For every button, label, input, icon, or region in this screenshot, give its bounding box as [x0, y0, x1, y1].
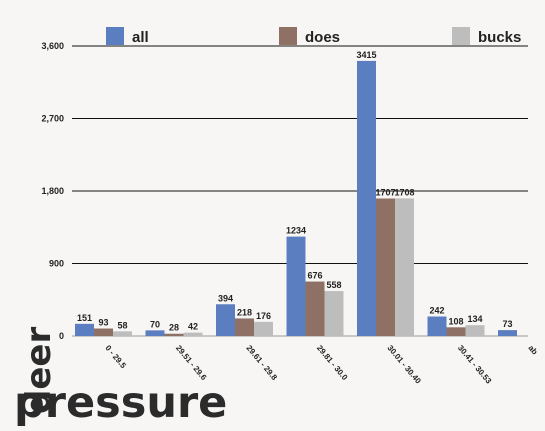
bar-does	[94, 328, 113, 336]
data-label: 1707	[375, 187, 395, 197]
bar-all	[498, 330, 517, 336]
bar-does	[235, 318, 254, 336]
bar-all	[75, 323, 94, 336]
data-label: 1234	[286, 226, 306, 236]
x-tick-label: 0 - 29.5	[103, 344, 128, 371]
data-label: 93	[98, 318, 108, 328]
bar-does	[164, 333, 184, 336]
x-tick-label: ab	[526, 344, 539, 357]
bar-bucks	[324, 291, 344, 336]
data-label: 134	[467, 314, 482, 324]
legend-swatch-does	[279, 27, 297, 45]
y-tick-label: 2,700	[41, 114, 64, 124]
data-label: 28	[169, 323, 179, 333]
bar-all	[427, 316, 447, 336]
bar-all	[286, 236, 306, 336]
legend-swatch-bucks	[452, 27, 470, 45]
data-label: 242	[429, 306, 444, 316]
bar-bucks	[465, 325, 485, 336]
bar-bucks	[183, 332, 203, 336]
deer-word: deer	[19, 327, 59, 414]
bar-bucks	[395, 198, 414, 336]
data-label: 218	[237, 307, 252, 317]
data-label: 1708	[394, 187, 414, 197]
legend-label-bucks: bucks	[478, 29, 521, 46]
data-label: 70	[150, 319, 160, 329]
bar-all	[357, 60, 376, 337]
y-tick-label: 0	[59, 331, 64, 341]
bar-does	[305, 281, 325, 336]
y-tick-label: 900	[49, 259, 64, 269]
data-label: 394	[218, 293, 233, 303]
bar-bucks	[113, 331, 132, 336]
data-label: 558	[326, 280, 341, 290]
data-label: 676	[307, 271, 322, 281]
bar-does	[446, 327, 466, 336]
data-label: 108	[448, 316, 463, 326]
pressure-word: pressure	[14, 378, 227, 428]
data-label: 42	[188, 322, 198, 332]
x-tick-label: 30.01 - 30.40	[385, 344, 423, 386]
bar-all	[145, 330, 165, 336]
y-tick-label: 1,800	[41, 186, 64, 196]
legend-swatch-all	[106, 27, 124, 45]
data-label: 176	[256, 311, 271, 321]
data-label: 3415	[356, 50, 376, 60]
bar-all	[216, 304, 235, 336]
bar-bucks	[254, 321, 273, 336]
x-tick-label: 30.41 - 30.53	[456, 344, 494, 386]
x-tick-label: 29.61 - 29.8	[244, 344, 279, 383]
x-tick-label: 29.81 - 30.0	[315, 344, 350, 383]
data-label: 151	[77, 313, 92, 323]
bar-does	[376, 198, 395, 336]
data-label: 73	[502, 319, 512, 329]
y-tick-label: 3,600	[41, 41, 64, 51]
x-tick-label: 29.51 - 29.6	[174, 344, 209, 383]
legend-label-all: all	[132, 29, 149, 46]
data-label: 58	[117, 320, 127, 330]
legend-label-does: does	[305, 29, 340, 46]
